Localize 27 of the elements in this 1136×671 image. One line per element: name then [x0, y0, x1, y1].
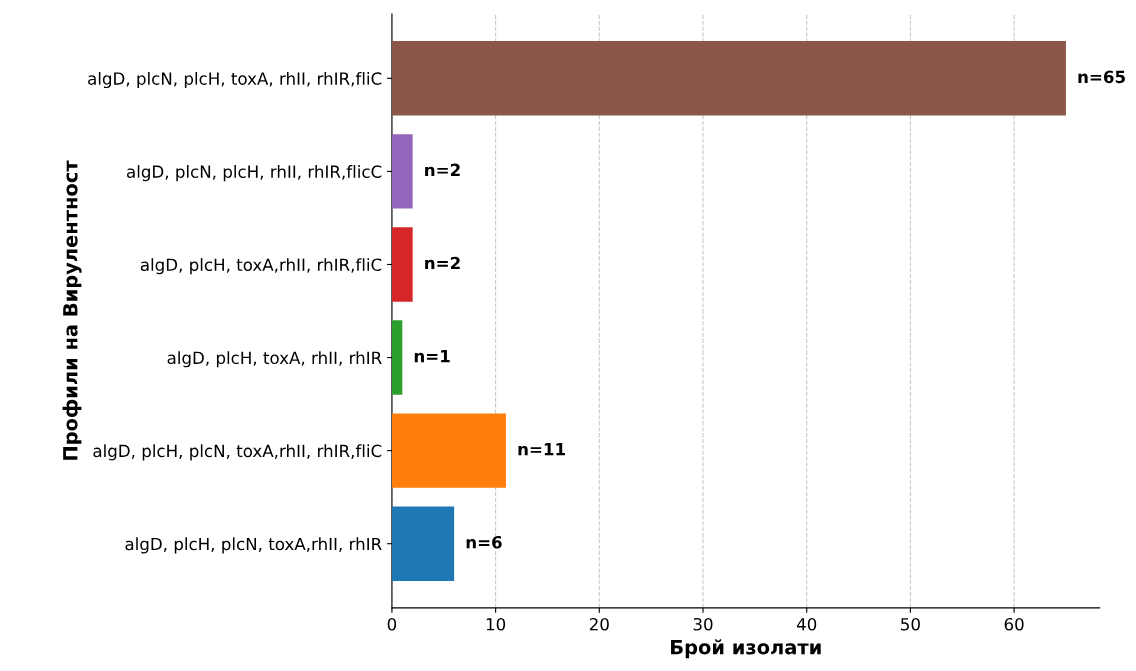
x-tick-label: 50: [901, 617, 920, 631]
bar: [391, 506, 455, 581]
x-tick-label: 60: [1004, 617, 1024, 631]
x-tick-label: 30: [693, 617, 713, 631]
y-tick-label: algD, plcH, plcN, toxA,rhII, rhIR,fliC: [93, 444, 382, 461]
y-tick-label: algD, plcN, plcH, rhII, rhIR,flicC: [127, 165, 382, 182]
data-label: n=2: [425, 256, 460, 270]
bar: [391, 320, 403, 395]
x-tick-label: 20: [589, 617, 609, 631]
y-tick-label: algD, plcN, plcH, toxA, rhII, rhIR,fliC: [88, 71, 382, 89]
x-tick-label: 10: [486, 617, 506, 631]
y-tick-label: algD, plcH, plcN, toxA,rhII, rhIR: [125, 537, 382, 554]
y-tick-label: algD, plcH, toxA, rhII, rhIR: [167, 351, 382, 368]
data-label: n=1: [414, 350, 450, 363]
data-label: n=11: [518, 443, 565, 456]
x-tick-label: 40: [796, 617, 817, 631]
y-axis-title: Профили на Вирулентност: [62, 160, 82, 460]
bar: [391, 134, 413, 209]
data-label: n=2: [425, 163, 460, 176]
x-tick-label: 0: [387, 617, 397, 631]
data-label: n=6: [466, 535, 502, 549]
bar: [391, 413, 506, 488]
y-tick-label: algD, plcH, toxA,rhII, rhIR,fliC: [140, 258, 382, 275]
x-axis-title: Брой изолати: [671, 639, 821, 659]
bar: [391, 41, 1066, 116]
bar: [391, 227, 413, 302]
data-label: n=65: [1078, 70, 1125, 84]
